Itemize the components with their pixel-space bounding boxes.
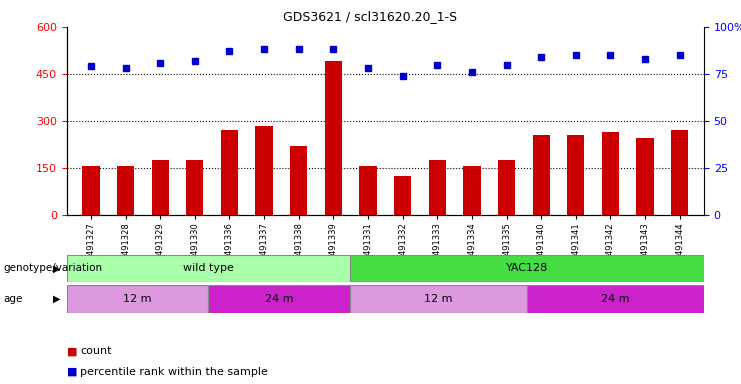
- Bar: [463, 166, 481, 215]
- Bar: [428, 160, 446, 215]
- Text: YAC128: YAC128: [506, 263, 548, 273]
- Bar: [359, 166, 376, 215]
- Text: 24 m: 24 m: [265, 294, 293, 304]
- Bar: [186, 160, 204, 215]
- Bar: [671, 131, 688, 215]
- Bar: [498, 160, 515, 215]
- Bar: [221, 131, 238, 215]
- Bar: [350, 285, 527, 313]
- Bar: [290, 146, 308, 215]
- Bar: [527, 285, 704, 313]
- Text: count: count: [80, 346, 112, 356]
- Text: wild type: wild type: [183, 263, 233, 273]
- Text: ■: ■: [67, 367, 77, 377]
- Text: GDS3621 / scl31620.20_1-S: GDS3621 / scl31620.20_1-S: [284, 10, 457, 23]
- Text: 12 m: 12 m: [424, 294, 453, 304]
- Bar: [350, 255, 704, 282]
- Text: 12 m: 12 m: [123, 294, 152, 304]
- Text: ■: ■: [67, 346, 77, 356]
- Bar: [602, 132, 619, 215]
- Bar: [67, 285, 208, 313]
- Text: ▶: ▶: [53, 263, 61, 273]
- Bar: [637, 138, 654, 215]
- Text: percentile rank within the sample: percentile rank within the sample: [80, 367, 268, 377]
- Bar: [208, 285, 350, 313]
- Bar: [325, 61, 342, 215]
- Bar: [67, 255, 350, 282]
- Text: genotype/variation: genotype/variation: [4, 263, 103, 273]
- Bar: [152, 160, 169, 215]
- Text: 24 m: 24 m: [601, 294, 630, 304]
- Bar: [117, 166, 134, 215]
- Bar: [394, 176, 411, 215]
- Bar: [567, 135, 585, 215]
- Bar: [533, 135, 550, 215]
- Bar: [256, 126, 273, 215]
- Text: ▶: ▶: [53, 294, 61, 304]
- Text: age: age: [4, 294, 23, 304]
- Bar: [82, 166, 99, 215]
